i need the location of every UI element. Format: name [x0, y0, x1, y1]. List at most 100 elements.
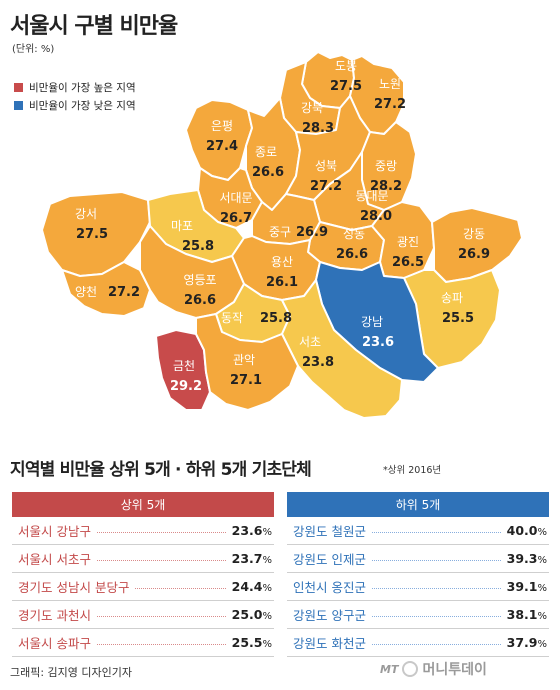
district-shape-gwanak [195, 313, 299, 411]
region-name: 강원도 인제군 [293, 552, 366, 567]
dotted-leader [135, 588, 226, 589]
brand-name: 머니투데이 [422, 662, 487, 678]
region-value: 39.3% [506, 551, 547, 566]
dotted-leader [96, 616, 226, 617]
district-label: 동작 [221, 311, 243, 325]
district-label: 강북 [301, 101, 323, 115]
ranking-title: 지역별 비만율 상위 5개 · 하위 5개 기초단체 [10, 460, 312, 480]
dotted-leader [371, 616, 501, 617]
dotted-leader [96, 532, 226, 533]
brand-prefix: MT [380, 662, 399, 676]
table-row: 강원도 양구군 38.1% [287, 601, 549, 629]
district-label: 용산 [271, 255, 293, 269]
district-value: 28.0 [360, 209, 392, 224]
top5-panel: 상위 5개 서울시 강남구 23.6% 서울시 서초구 23.7% 경기도 성남… [12, 492, 274, 657]
bottom5-panel: 하위 5개 강원도 철원군 40.0% 강원도 인제군 39.3% 인천시 옹진… [287, 492, 549, 657]
unit-label: (단위: %) [12, 44, 55, 55]
region-value: 39.1% [506, 579, 547, 594]
district-value: 27.1 [230, 373, 262, 388]
district-value: 25.8 [260, 311, 292, 326]
district-label: 성북 [315, 159, 337, 173]
district-label: 은평 [211, 119, 233, 133]
region-name: 서울시 강남구 [18, 524, 91, 539]
district-value: 26.7 [220, 211, 252, 226]
map-title: 서울시 구별 비만율 [10, 14, 178, 39]
district-value: 26.6 [184, 293, 216, 308]
table-row: 강원도 화천군 37.9% [287, 629, 549, 657]
legend-label: 비만율이 가장 낮은 지역 [29, 99, 136, 112]
district-value: 26.9 [458, 247, 490, 262]
legend-label: 비만율이 가장 높은 지역 [29, 81, 136, 94]
region-name: 인천시 옹진군 [293, 580, 366, 595]
district-value: 26.6 [252, 165, 284, 180]
legend-swatch-red [14, 82, 23, 92]
district-shape-gangseo [41, 191, 151, 277]
region-name: 경기도 과천시 [18, 608, 91, 623]
district-label: 광진 [397, 235, 419, 249]
district-shape-gangdong [431, 207, 523, 283]
region-value: 38.1% [506, 607, 547, 622]
district-value: 25.8 [182, 239, 214, 254]
district-label: 서초 [299, 335, 321, 349]
seoul-district-map: 도봉 27.5 노원 27.2 강북 28.3 은평 27.4 종로 26.6 … [41, 51, 523, 419]
legend-item-high: 비만율이 가장 높은 지역 [14, 78, 136, 96]
bottom5-header: 하위 5개 [287, 492, 549, 517]
dotted-leader [371, 532, 501, 533]
district-label: 양천 [75, 284, 97, 299]
dotted-leader [371, 644, 501, 645]
district-value: 29.2 [170, 379, 202, 394]
district-label: 송파 [441, 291, 463, 305]
district-label: 강남 [361, 315, 383, 329]
legend-swatch-blue [14, 100, 23, 110]
region-name: 서울시 서초구 [18, 552, 91, 567]
region-value: 40.0% [506, 523, 547, 538]
district-value: 27.4 [206, 139, 238, 154]
district-value: 26.5 [392, 255, 424, 270]
dotted-leader [371, 560, 501, 561]
district-label: 동대문 [355, 189, 388, 203]
dotted-leader [96, 644, 226, 645]
district-label: 종로 [255, 145, 277, 159]
district-value: 27.2 [374, 97, 406, 112]
region-name: 경기도 성남시 분당구 [18, 580, 130, 595]
district-label: 중구 [269, 225, 291, 239]
district-value: 28.3 [302, 121, 334, 136]
table-row: 경기도 과천시 25.0% [12, 601, 274, 629]
district-value: 26.9 [296, 225, 328, 240]
district-value: 28.2 [370, 179, 402, 194]
region-name: 서울시 송파구 [18, 636, 91, 651]
district-value: 23.6 [362, 335, 394, 350]
region-value: 24.4% [231, 579, 272, 594]
district-shape-yangcheon [61, 261, 151, 317]
table-row: 서울시 서초구 23.7% [12, 545, 274, 573]
district-label: 성동 [343, 227, 365, 241]
top5-header: 상위 5개 [12, 492, 274, 517]
district-label: 서대문 [219, 191, 252, 205]
district-value: 23.8 [302, 355, 334, 370]
table-row: 강원도 철원군 40.0% [287, 517, 549, 545]
ranking-note: *상위 2016년 [383, 465, 442, 476]
region-value: 37.9% [506, 635, 547, 650]
region-value: 23.7% [231, 551, 272, 566]
district-label: 마포 [171, 219, 193, 233]
district-value: 26.1 [266, 275, 298, 290]
table-row: 인천시 옹진군 39.1% [287, 573, 549, 601]
district-label: 금천 [173, 358, 195, 373]
brand-logo: MT 머니투데이 [380, 659, 487, 679]
district-shape-gwangjin [371, 201, 435, 279]
district-value: 27.2 [108, 285, 140, 300]
brand-emblem-icon [402, 661, 419, 677]
district-label: 강동 [463, 227, 485, 241]
district-shape-geumcheon [155, 329, 211, 411]
table-row: 경기도 성남시 분당구 24.4% [12, 573, 274, 601]
district-label: 노원 [379, 77, 401, 91]
legend-item-low: 비만율이 가장 낮은 지역 [14, 96, 136, 114]
table-row: 서울시 송파구 25.5% [12, 629, 274, 657]
district-label: 관악 [233, 353, 255, 367]
district-value: 27.5 [330, 79, 362, 94]
district-value: 25.5 [442, 311, 474, 326]
district-value: 27.2 [310, 179, 342, 194]
region-name: 강원도 철원군 [293, 524, 366, 539]
table-row: 서울시 강남구 23.6% [12, 517, 274, 545]
district-value: 26.6 [336, 247, 368, 262]
